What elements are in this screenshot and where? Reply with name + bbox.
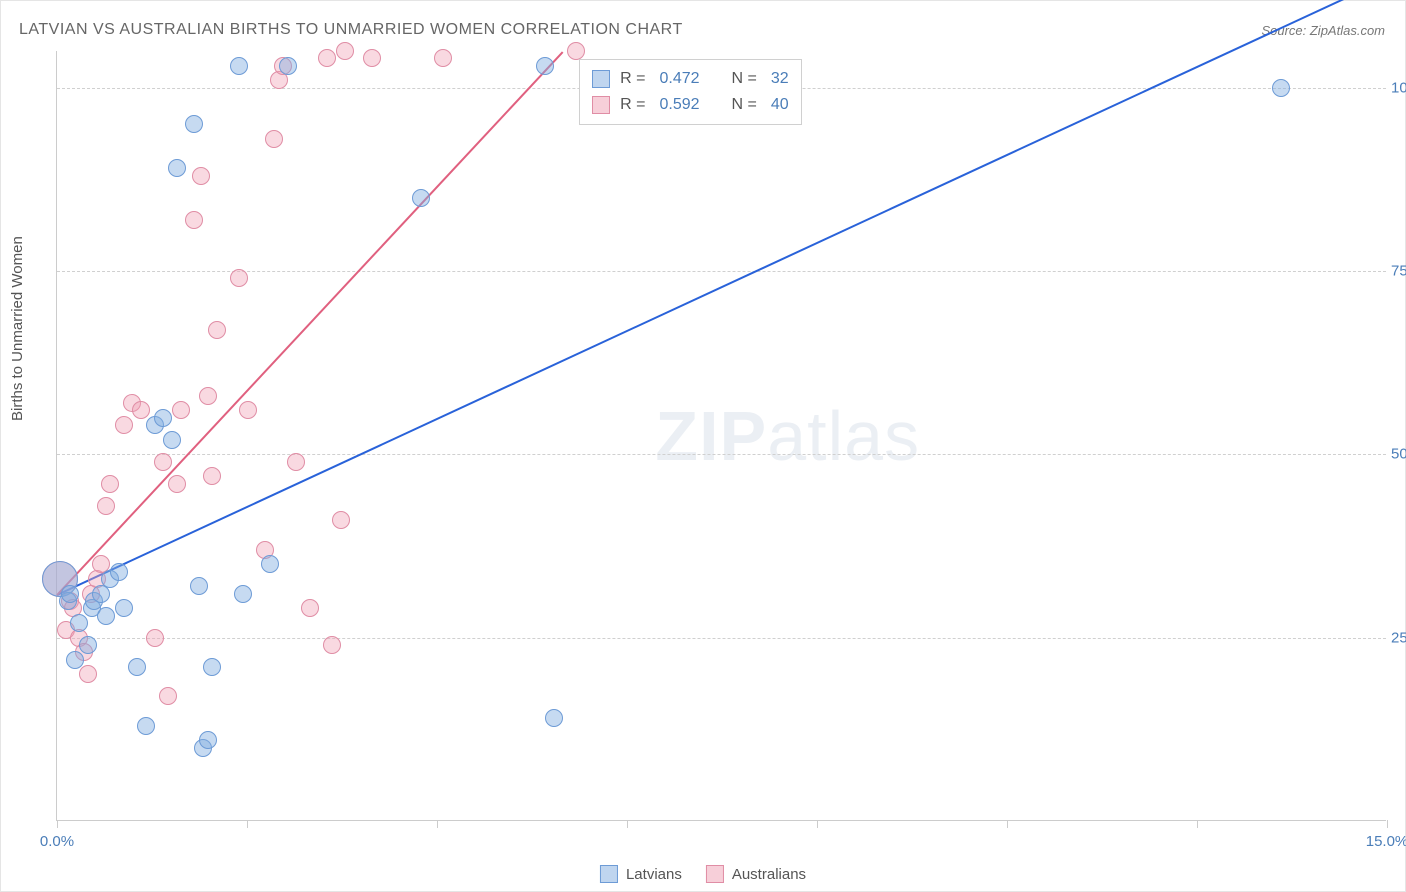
n-value: 40 xyxy=(771,96,789,114)
r-value: 0.472 xyxy=(659,70,699,88)
legend-item-latvians: Latvians xyxy=(600,865,682,883)
data-point-pink xyxy=(567,42,585,60)
xtick xyxy=(57,820,58,828)
data-point-pink xyxy=(323,636,341,654)
data-point-pink xyxy=(146,629,164,647)
data-point-pink xyxy=(208,321,226,339)
swatch-pink-icon xyxy=(706,865,724,883)
data-point-blue xyxy=(536,57,554,75)
xtick xyxy=(247,820,248,828)
legend-stats-row: R = 0.472 N = 32 xyxy=(592,66,789,92)
legend-stats: R = 0.472 N = 32 R = 0.592 N = 40 xyxy=(579,59,802,125)
data-point-pink xyxy=(239,401,257,419)
data-point-blue xyxy=(137,717,155,735)
data-point-pink xyxy=(230,269,248,287)
data-point-pink xyxy=(154,453,172,471)
legend-label: Australians xyxy=(732,866,806,883)
swatch-pink-icon xyxy=(592,96,610,114)
data-point-pink xyxy=(79,665,97,683)
data-point-pink xyxy=(287,453,305,471)
data-point-pink xyxy=(132,401,150,419)
gridline xyxy=(57,638,1386,639)
data-point-blue xyxy=(110,563,128,581)
data-point-pink xyxy=(159,687,177,705)
data-point-pink xyxy=(115,416,133,434)
data-point-blue xyxy=(115,599,133,617)
gridline xyxy=(57,271,1386,272)
data-point-pink xyxy=(97,497,115,515)
xtick xyxy=(437,820,438,828)
ytick-label: 100.0% xyxy=(1391,79,1406,96)
xtick-label: 0.0% xyxy=(40,833,74,850)
xtick xyxy=(627,820,628,828)
data-point-blue xyxy=(61,585,79,603)
r-value: 0.592 xyxy=(659,96,699,114)
data-point-blue xyxy=(230,57,248,75)
gridline xyxy=(57,454,1386,455)
data-point-pink xyxy=(301,599,319,617)
n-label: N = xyxy=(732,96,757,114)
data-point-blue xyxy=(1272,79,1290,97)
data-point-blue xyxy=(234,585,252,603)
data-point-pink xyxy=(318,49,336,67)
n-value: 32 xyxy=(771,70,789,88)
data-point-blue xyxy=(97,607,115,625)
data-point-blue xyxy=(66,651,84,669)
xtick xyxy=(817,820,818,828)
data-point-blue xyxy=(203,658,221,676)
legend-item-australians: Australians xyxy=(706,865,806,883)
r-label: R = xyxy=(620,96,645,114)
legend-label: Latvians xyxy=(626,866,682,883)
chart-container: LATVIAN VS AUSTRALIAN BIRTHS TO UNMARRIE… xyxy=(0,0,1406,892)
xtick xyxy=(1007,820,1008,828)
xtick xyxy=(1197,820,1198,828)
xtick xyxy=(1387,820,1388,828)
data-point-blue xyxy=(199,731,217,749)
data-point-blue xyxy=(190,577,208,595)
data-point-blue xyxy=(412,189,430,207)
y-axis-label: Births to Unmarried Women xyxy=(9,236,26,421)
data-point-blue xyxy=(79,636,97,654)
plot-area: ZIPatlas 25.0%50.0%75.0%100.0%0.0%15.0% xyxy=(56,51,1386,821)
data-point-pink xyxy=(199,387,217,405)
data-point-blue xyxy=(261,555,279,573)
data-point-blue xyxy=(168,159,186,177)
data-point-pink xyxy=(101,475,119,493)
data-point-pink xyxy=(332,511,350,529)
data-point-pink xyxy=(172,401,190,419)
source-label: Source: ZipAtlas.com xyxy=(1261,23,1385,38)
data-point-blue xyxy=(279,57,297,75)
data-point-blue xyxy=(185,115,203,133)
data-point-pink xyxy=(336,42,354,60)
data-point-pink xyxy=(185,211,203,229)
data-point-blue xyxy=(545,709,563,727)
data-point-pink xyxy=(203,467,221,485)
swatch-blue-icon xyxy=(592,70,610,88)
watermark: ZIPatlas xyxy=(655,396,920,476)
ytick-label: 25.0% xyxy=(1391,629,1406,646)
ytick-label: 75.0% xyxy=(1391,263,1406,280)
data-point-blue xyxy=(154,409,172,427)
data-point-blue xyxy=(128,658,146,676)
data-point-pink xyxy=(168,475,186,493)
legend-bottom: Latvians Australians xyxy=(600,865,806,883)
data-point-pink xyxy=(192,167,210,185)
data-point-pink xyxy=(265,130,283,148)
swatch-blue-icon xyxy=(600,865,618,883)
data-point-pink xyxy=(363,49,381,67)
data-point-blue xyxy=(163,431,181,449)
data-point-blue xyxy=(70,614,88,632)
trendline-pink xyxy=(56,51,563,595)
xtick-label: 15.0% xyxy=(1366,833,1406,850)
n-label: N = xyxy=(732,70,757,88)
r-label: R = xyxy=(620,70,645,88)
data-point-pink xyxy=(434,49,452,67)
ytick-label: 50.0% xyxy=(1391,446,1406,463)
chart-title: LATVIAN VS AUSTRALIAN BIRTHS TO UNMARRIE… xyxy=(19,21,683,39)
legend-stats-row: R = 0.592 N = 40 xyxy=(592,92,789,118)
